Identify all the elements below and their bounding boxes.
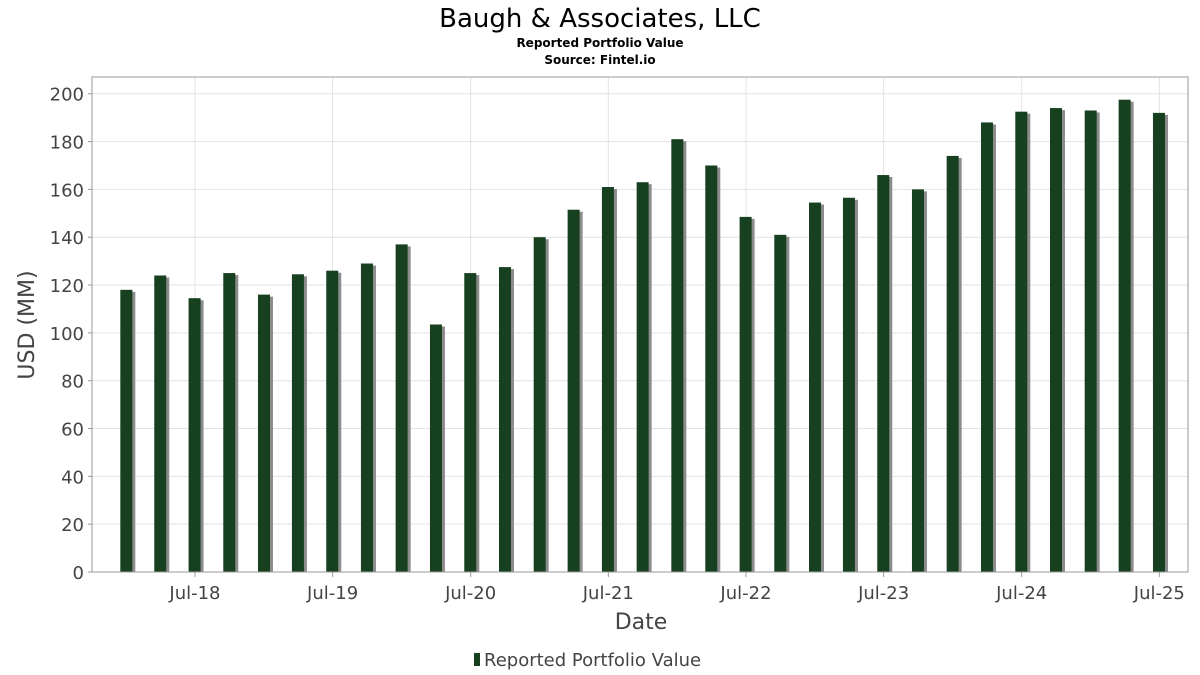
- chart-subtitle: Reported Portfolio Value: [516, 36, 683, 50]
- x-tick-label: Jul-21: [582, 583, 634, 604]
- axes: [88, 76, 1189, 577]
- y-tick-label: 180: [50, 133, 84, 154]
- x-tick-label: Jul-22: [719, 583, 771, 604]
- chart-title: Baugh & Associates, LLC: [439, 4, 761, 34]
- bar: [705, 165, 718, 572]
- x-tick-labels: Jul-18 Jul-19 Jul-20 Jul-21 Jul-22 Jul-23 Jul-…: [168, 583, 1184, 604]
- bar: [1049, 108, 1062, 572]
- x-tick-label: Jul-24: [995, 583, 1047, 604]
- y-tick-label: 80: [61, 372, 84, 393]
- plot-frame: [91, 76, 1189, 573]
- bar: [671, 139, 684, 572]
- bar: [636, 182, 649, 572]
- bar: [360, 263, 373, 572]
- bar: [739, 216, 752, 573]
- y-tick-label: 200: [50, 85, 84, 106]
- bar: [498, 267, 511, 572]
- y-tick-labels: 0 20 40 60 80 100 120 140 160 180 200: [50, 85, 84, 584]
- bar: [120, 289, 133, 572]
- y-tick-label: 60: [61, 420, 84, 441]
- legend-swatch: [474, 653, 480, 666]
- x-tick-label: Jul-23: [857, 583, 909, 604]
- y-tick-label: 120: [50, 276, 84, 297]
- x-axis-label: Date: [615, 610, 668, 635]
- bar: [188, 298, 201, 572]
- bar: [1152, 112, 1165, 572]
- bar: [1084, 110, 1097, 572]
- bar: [946, 155, 959, 573]
- y-tick-label: 0: [73, 563, 84, 584]
- y-tick-label: 100: [50, 324, 84, 345]
- bar: [1015, 111, 1028, 572]
- legend-label: Reported Portfolio Value: [484, 650, 701, 671]
- chart-source: Source: Fintel.io: [544, 53, 655, 67]
- bar: [533, 237, 546, 572]
- y-tick-label: 160: [50, 180, 84, 201]
- y-axis-label: USD (MM): [15, 270, 40, 379]
- bar: [464, 273, 477, 572]
- bar: [842, 197, 855, 572]
- bars: [120, 99, 1168, 573]
- bar: [223, 273, 236, 572]
- bar: [601, 187, 614, 572]
- bar: [774, 234, 787, 572]
- bar: [1118, 99, 1131, 572]
- bar: [154, 275, 167, 572]
- y-tick-label: 140: [50, 228, 84, 249]
- bar: [429, 324, 442, 572]
- bar: [257, 294, 270, 572]
- x-tick-label: Jul-25: [1133, 583, 1185, 604]
- bar: [877, 175, 890, 573]
- bar: [395, 244, 408, 573]
- bar: [326, 270, 339, 572]
- bar: [911, 189, 924, 573]
- x-tick-label: Jul-18: [168, 583, 220, 604]
- bar: [980, 122, 993, 572]
- y-tick-label: 20: [61, 515, 84, 536]
- x-tick-label: Jul-19: [306, 583, 358, 604]
- bar: [291, 274, 304, 572]
- legend: Reported Portfolio Value: [474, 650, 701, 671]
- bar: [808, 202, 821, 573]
- bar: [567, 209, 580, 572]
- x-tick-label: Jul-20: [444, 583, 496, 604]
- y-tick-label: 40: [61, 467, 84, 488]
